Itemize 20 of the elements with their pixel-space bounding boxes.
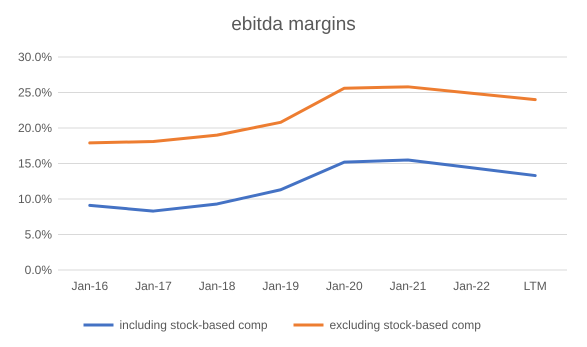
x-tick-label: Jan-16 (71, 279, 108, 293)
y-tick-label: 30.0% (18, 50, 52, 64)
y-tick-label: 25.0% (18, 86, 52, 100)
legend-label: including stock-based comp (120, 318, 268, 332)
x-tick-label: Jan-21 (390, 279, 427, 293)
x-tick-label: Jan-22 (453, 279, 490, 293)
x-tick-label: Jan-19 (262, 279, 300, 293)
chart-title: ebitda margins (231, 14, 356, 35)
x-tick-label: Jan-20 (326, 279, 363, 293)
y-tick-label: 5.0% (24, 228, 52, 242)
y-tick-label: 20.0% (18, 121, 52, 136)
x-tick-label: Jan-18 (198, 279, 236, 293)
y-tick-label: 0.0% (24, 263, 52, 278)
line-series (88, 85, 537, 144)
y-tick-label: 15.0% (18, 156, 52, 171)
x-tick-label: Jan-17 (135, 279, 172, 293)
legend-label: excluding stock-based comp (330, 318, 482, 332)
x-tick-label: LTM (524, 279, 547, 293)
line-series (88, 158, 537, 213)
y-tick-label: 10.0% (18, 192, 52, 206)
